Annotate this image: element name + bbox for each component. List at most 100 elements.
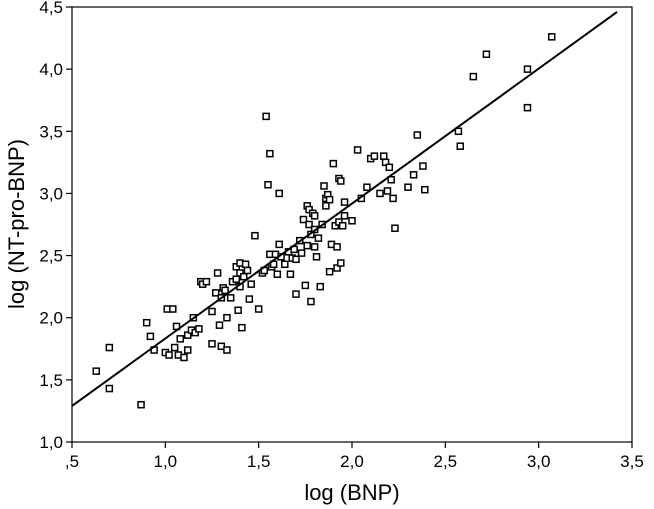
data-point (305, 220, 313, 229)
data-point (202, 277, 211, 286)
data-point (379, 152, 388, 160)
data-point (208, 307, 216, 316)
data-point (333, 243, 341, 251)
data-point (310, 243, 319, 251)
data-point (208, 340, 216, 348)
data-point (275, 189, 283, 198)
data-point (142, 318, 151, 327)
y-tick-label: 2,5 (39, 247, 63, 266)
data-point (105, 343, 114, 352)
data-point (241, 260, 250, 269)
data-point (286, 270, 295, 278)
data-point (385, 163, 394, 172)
y-tick-label: 2,0 (39, 309, 63, 328)
data-point (137, 400, 145, 409)
data-point (454, 127, 463, 136)
data-point (325, 267, 334, 276)
data-point (340, 212, 349, 220)
data-point (221, 286, 229, 295)
data-point (325, 195, 334, 204)
data-point (419, 162, 427, 170)
x-tick-label: 3,0 (527, 452, 551, 471)
x-tick-label: 1,5 (247, 452, 271, 471)
data-point (292, 290, 300, 298)
data-point (180, 353, 188, 362)
y-tick-label: 4,0 (39, 60, 63, 79)
data-point (383, 187, 392, 195)
data-point (165, 351, 173, 359)
data-point (223, 346, 231, 354)
data-point (234, 306, 242, 315)
data-point (239, 272, 248, 281)
x-tick-label: ,5 (65, 452, 79, 471)
data-point (105, 384, 114, 393)
data-point (170, 343, 179, 352)
data-point (273, 270, 282, 278)
data-point (213, 269, 222, 277)
data-points (92, 33, 556, 409)
data-point (307, 297, 315, 306)
x-axis-label: log (BNP) (304, 480, 399, 505)
data-point (195, 325, 203, 333)
data-point (322, 202, 330, 210)
data-point (146, 332, 155, 341)
regression-line (71, 11, 618, 407)
data-point (251, 231, 259, 240)
data-point (523, 65, 532, 73)
data-point (456, 142, 465, 150)
data-point (337, 259, 345, 267)
data-point (176, 335, 185, 343)
data-point (301, 281, 310, 290)
y-tick-label: 3,5 (39, 122, 63, 141)
data-point (523, 103, 532, 112)
data-point (316, 282, 325, 291)
data-point (297, 249, 306, 257)
data-point (320, 182, 328, 190)
data-point (312, 253, 321, 261)
data-point (482, 50, 491, 58)
y-tick-label: 1,5 (39, 371, 63, 390)
y-axis-ticks: 1,0 1,5 2,0 2,5 3,0 3,5 4,0 4,5 (39, 0, 72, 452)
y-axis-label: log (NT-pro-BNP) (4, 139, 29, 309)
x-axis-ticks: ,5 1,0 1,5 2,0 2,5 3,0 3,5 (65, 442, 644, 471)
data-point (215, 321, 224, 329)
data-point (370, 152, 379, 160)
data-point (348, 217, 356, 225)
x-tick-label: 1,0 (154, 452, 178, 471)
data-point (314, 234, 323, 242)
data-point (275, 240, 283, 249)
x-tick-label: 3,5 (620, 452, 644, 471)
data-point (469, 72, 478, 81)
data-point (404, 183, 412, 191)
data-point (262, 112, 270, 121)
data-point (363, 183, 371, 191)
data-point (238, 323, 246, 332)
data-point (254, 305, 263, 313)
data-point (389, 194, 397, 203)
data-point (211, 289, 220, 297)
data-point (243, 266, 252, 275)
data-point (337, 177, 345, 185)
data-point (266, 149, 274, 158)
x-tick-label: 2,5 (434, 452, 458, 471)
data-point (376, 189, 384, 198)
data-point (329, 159, 338, 168)
data-point (310, 212, 319, 220)
data-point (264, 180, 272, 189)
data-point (387, 176, 395, 184)
data-point (299, 215, 308, 224)
y-tick-label: 1,0 (39, 433, 63, 452)
data-point (226, 294, 235, 302)
data-point (303, 241, 311, 250)
data-point (223, 313, 231, 322)
data-point (247, 280, 255, 288)
x-tick-label: 2,0 (340, 452, 364, 471)
data-point (281, 260, 289, 269)
data-point (413, 131, 422, 139)
data-point (169, 305, 177, 313)
data-point (353, 146, 362, 154)
y-tick-label: 4,5 (39, 0, 63, 17)
data-point (338, 221, 347, 230)
data-point (391, 224, 399, 232)
